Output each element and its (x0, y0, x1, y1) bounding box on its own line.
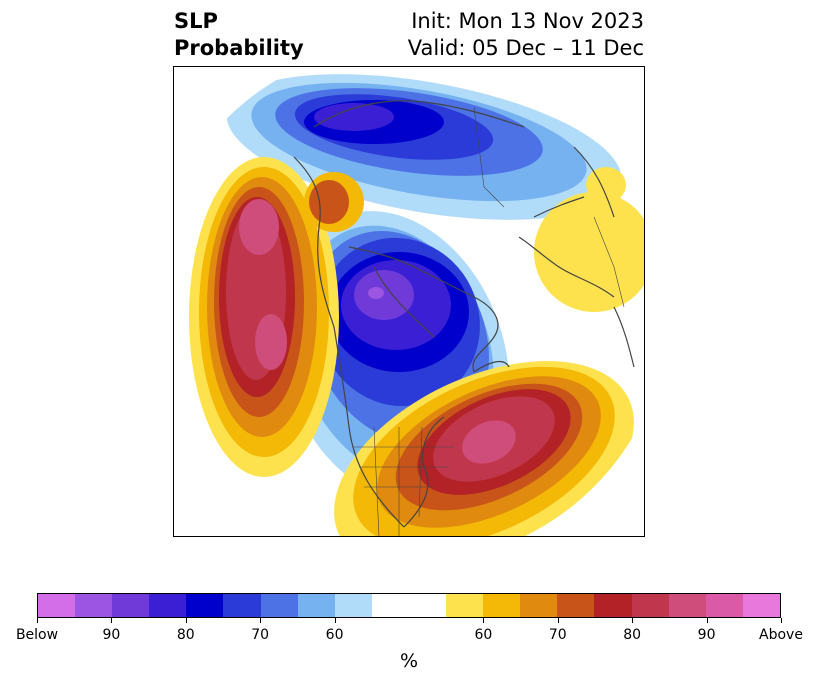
colorbar-segment-above-7 (705, 594, 743, 617)
colorbar-tick-mark (632, 618, 633, 623)
colorbar-segment-above-6 (668, 594, 706, 617)
colorbar-tick-label: Above (759, 627, 803, 643)
colorbar-segment-above-0 (446, 594, 484, 617)
valid-range: Valid: 05 Dec – 11 Dec (407, 36, 644, 60)
colorbar-segment-below-7 (297, 594, 335, 617)
colorbar-segment-above-2 (520, 594, 558, 617)
colorbar-segment-below-1 (75, 594, 113, 617)
colorbar-tick-mark (483, 618, 484, 623)
coastlines (293, 100, 635, 528)
anomaly-atlantic-above (334, 361, 634, 536)
title-probability: Probability (174, 36, 304, 60)
colorbar-segment-below-8 (334, 594, 372, 617)
colorbar-segment-neutral (371, 594, 447, 617)
map-svg (189, 74, 644, 536)
colorbar-tick-label: Below (15, 627, 59, 643)
title-right: Init: Mon 13 Nov 2023 Valid: 05 Dec – 11… (408, 8, 644, 62)
colorbar (37, 593, 781, 618)
colorbar-unit: % (399, 650, 419, 672)
anomaly-pnw-above (304, 172, 364, 232)
grid-boundaries (354, 106, 625, 536)
colorbar-tick-mark (111, 618, 112, 623)
colorbar-tick-label: 90 (697, 627, 716, 643)
colorbar-tick-mark (707, 618, 708, 623)
anomaly-pacific-above (189, 157, 339, 477)
colorbar-segment-below-0 (38, 594, 76, 617)
map-panel (173, 66, 645, 537)
title-slp: SLP (174, 9, 218, 33)
colorbar-segment-above-4 (594, 594, 632, 617)
init-date: Init: Mon 13 Nov 2023 (411, 9, 644, 33)
colorbar-segment-below-6 (260, 594, 298, 617)
colorbar-segment-above-1 (483, 594, 521, 617)
colorbar-segment-below-5 (223, 594, 261, 617)
colorbar-tick-mark (186, 618, 187, 623)
colorbar-segment-above-8 (742, 594, 780, 617)
title-left: SLP Probability (174, 8, 304, 62)
colorbar-segment-below-3 (149, 594, 187, 617)
colorbar-tick-label: 60 (325, 627, 344, 643)
colorbar-tick-mark (260, 618, 261, 623)
colorbar-segment-above-3 (557, 594, 595, 617)
colorbar-tick-mark (335, 618, 336, 623)
colorbar-tick-label: 70 (548, 627, 567, 643)
colorbar-tick-label: 60 (474, 627, 493, 643)
colorbar-tick-mark (781, 618, 782, 623)
colorbar-tick-label: 80 (623, 627, 642, 643)
colorbar-segment-below-4 (186, 594, 224, 617)
colorbar-segment-below-2 (112, 594, 150, 617)
colorbar-tick-mark (37, 618, 38, 623)
colorbar-tick-label: 70 (251, 627, 270, 643)
colorbar-tick-label: 80 (176, 627, 195, 643)
colorbar-tick-label: 90 (102, 627, 121, 643)
colorbar-segment-above-5 (631, 594, 669, 617)
colorbar-tick-mark (558, 618, 559, 623)
